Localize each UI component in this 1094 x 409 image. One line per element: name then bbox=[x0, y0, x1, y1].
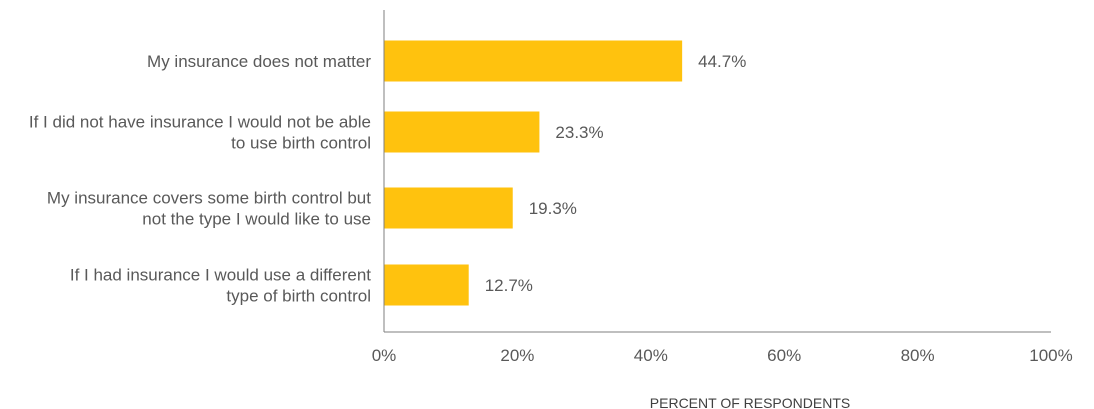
x-tick-label-100: 100% bbox=[1029, 346, 1072, 365]
bar-2 bbox=[384, 111, 540, 153]
category-label-1: My insurance does not matter bbox=[147, 52, 371, 71]
x-tick-label-60: 60% bbox=[767, 346, 801, 365]
value-label-3: 19.3% bbox=[529, 199, 577, 218]
bars-group bbox=[384, 40, 683, 306]
bar-1 bbox=[384, 40, 683, 82]
category-label-4: If I had insurance I would use a differe… bbox=[70, 266, 371, 306]
category-label-2: If I did not have insurance I would not … bbox=[29, 113, 371, 153]
category-label-3: My insurance covers some birth control b… bbox=[47, 189, 371, 229]
value-label-2: 23.3% bbox=[555, 123, 603, 142]
bar-4 bbox=[384, 264, 469, 306]
value-labels-group: 44.7% 23.3% 19.3% 12.7% bbox=[485, 52, 747, 295]
category-labels-group: My insurance does not matter If I did not… bbox=[29, 52, 371, 306]
x-tick-label-0: 0% bbox=[372, 346, 397, 365]
value-label-1: 44.7% bbox=[698, 52, 746, 71]
bar-3 bbox=[384, 187, 513, 229]
x-tick-label-40: 40% bbox=[634, 346, 668, 365]
value-label-4: 12.7% bbox=[485, 276, 533, 295]
x-tick-label-20: 20% bbox=[500, 346, 534, 365]
x-tick-label-80: 80% bbox=[901, 346, 935, 365]
x-tick-labels-group: 0% 20% 40% 60% 80% 100% bbox=[372, 346, 1073, 365]
x-axis-title: PERCENT OF RESPONDENTS bbox=[650, 395, 850, 409]
